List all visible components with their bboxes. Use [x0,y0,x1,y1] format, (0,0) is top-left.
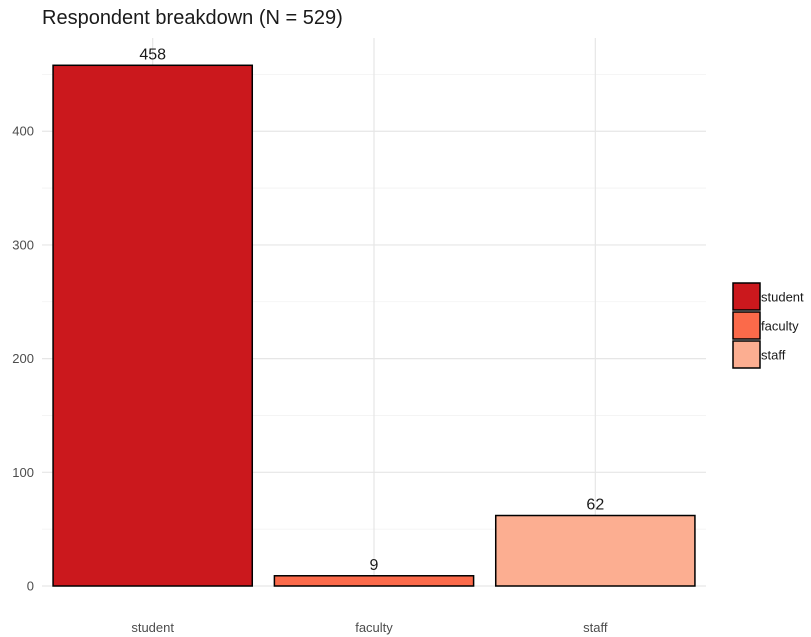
bar-faculty [273,575,475,587]
y-axis-tick-labels: 0 100 200 300 400 [12,124,34,594]
legend-key-staff [732,340,761,369]
data-label-faculty: 9 [370,557,379,574]
bar-staff [494,514,696,587]
x-tick-label-staff: staff [583,620,608,635]
legend-label-student: student [761,290,804,305]
data-labels: 458 9 62 [139,46,604,573]
y-tick-label: 400 [12,124,34,139]
chart-title: Respondent breakdown (N = 529) [42,7,343,29]
y-tick-label: 100 [12,465,34,480]
legend-key-student [732,282,761,311]
data-label-staff: 62 [586,497,604,514]
y-tick-label: 300 [12,237,34,252]
y-tick-label: 200 [12,351,34,366]
bar-student [52,64,254,587]
legend-label-faculty: faculty [761,319,799,334]
bars [52,64,696,587]
data-label-student: 458 [139,46,166,63]
legend-label-staff: staff [761,348,786,363]
legend-key-faculty [732,311,761,340]
y-tick-label: 0 [27,579,34,594]
x-tick-label-student: student [131,620,174,635]
x-tick-label-faculty: faculty [355,620,393,635]
x-axis-tick-labels: student faculty staff [131,620,608,635]
legend: student faculty staff [732,282,804,369]
